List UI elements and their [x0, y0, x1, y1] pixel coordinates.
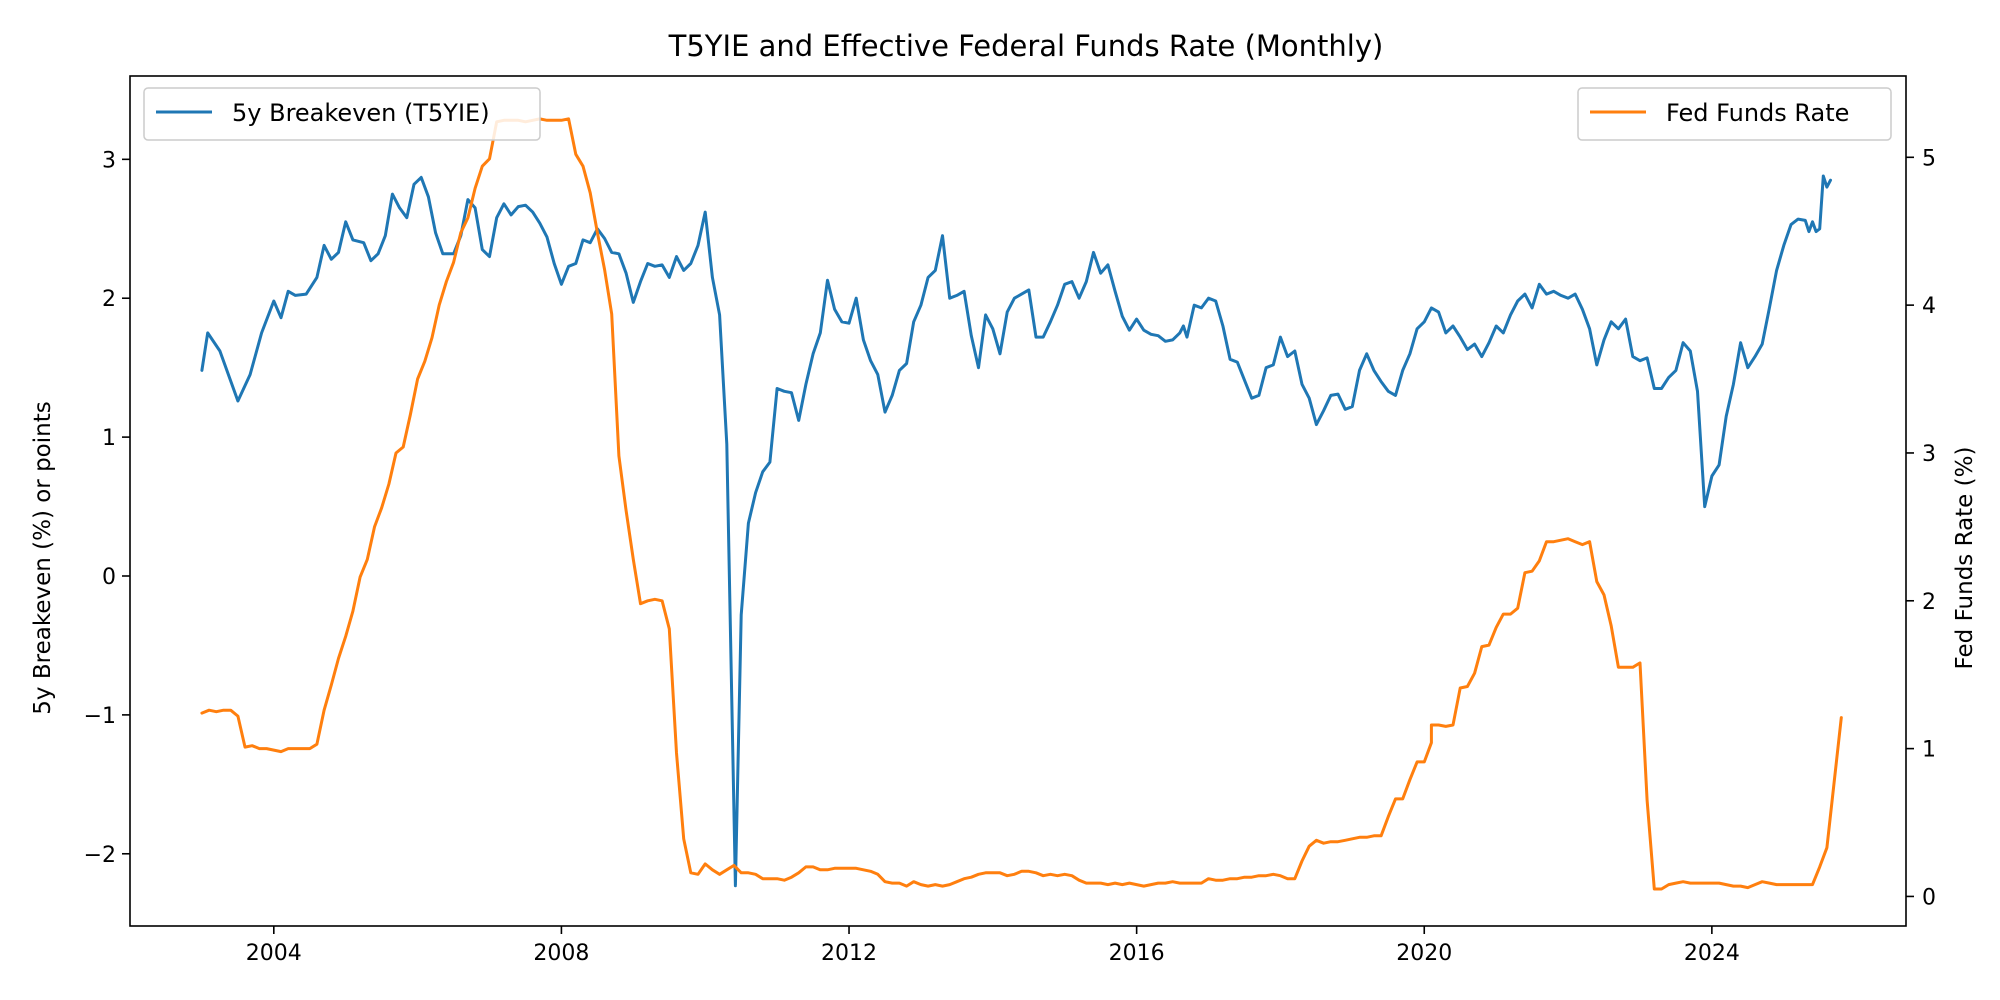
series-line-fed-funds-rate — [200, 117, 1843, 891]
legend-right: Fed Funds Rate — [1577, 87, 1892, 141]
y-left-tick-label: 3 — [102, 148, 116, 173]
x-tick-label: 2004 — [246, 941, 302, 966]
legend-right-label: Fed Funds Rate — [1666, 99, 1849, 127]
y-right-tick-label: 2 — [1922, 590, 1936, 615]
y-axis-left-label: 5y Breakeven (%) or points — [30, 401, 56, 714]
y-left-tick-label: −2 — [84, 843, 116, 868]
y-right-tick-label: 0 — [1922, 885, 1936, 910]
x-tick-label: 2020 — [1396, 941, 1452, 966]
y-left-tick-label: 0 — [102, 565, 116, 590]
x-tick-label: 2016 — [1109, 941, 1165, 966]
y-right-tick-label: 5 — [1922, 146, 1936, 171]
legend-left-box — [143, 87, 541, 141]
y-left-tick-label: 2 — [102, 287, 116, 312]
y-axis-right-label: Fed Funds Rate (%) — [1952, 447, 1978, 670]
series-layer — [200, 117, 1843, 891]
legend-left: 5y Breakeven (T5YIE) — [143, 87, 541, 141]
x-tick-label: 2012 — [821, 941, 877, 966]
y-axis-right: 0 1 2 3 4 5 — [1906, 146, 1936, 910]
legend-left-label: 5y Breakeven (T5YIE) — [232, 99, 490, 127]
x-tick-label: 2008 — [533, 941, 589, 966]
legend-right-box — [1577, 87, 1892, 141]
y-right-tick-label: 3 — [1922, 442, 1936, 467]
y-axis-left: −2 −1 0 1 2 3 — [84, 148, 130, 868]
plot-frame — [129, 75, 1907, 927]
y-left-tick-label: 1 — [102, 426, 116, 451]
series-line-t5yie — [200, 174, 1832, 888]
y-right-tick-label: 4 — [1922, 294, 1936, 319]
y-left-tick-label: −1 — [84, 704, 116, 729]
y-right-tick-label: 1 — [1922, 738, 1936, 763]
x-axis: 2004 2008 2012 2016 2020 2024 — [246, 926, 1740, 966]
x-tick-label: 2024 — [1684, 941, 1740, 966]
chart-title: T5YIE and Effective Federal Funds Rate (… — [668, 29, 1384, 63]
